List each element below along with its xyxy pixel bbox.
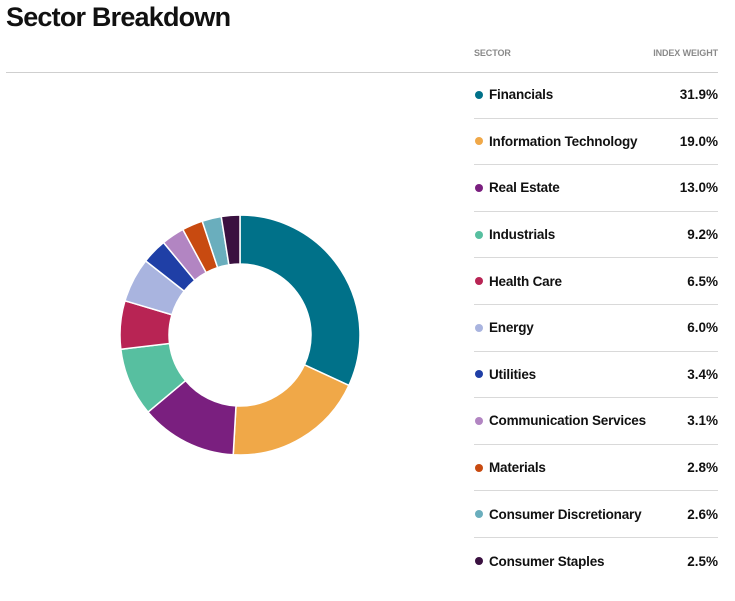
legend-dot <box>475 416 483 425</box>
legend-row-left: Energy <box>474 320 534 335</box>
donut-chart-svg <box>119 214 361 456</box>
legend-value: 2.5% <box>687 553 718 569</box>
legend-row-information-technology: Information Technology 19.0% <box>474 119 718 166</box>
legend-row-left: Utilities <box>474 367 536 382</box>
legend-row-financials: Financials 31.9% <box>474 72 718 119</box>
legend-row-communication-services: Communication Services 3.1% <box>474 398 718 445</box>
slice-information-technology[interactable] <box>232 363 350 456</box>
legend-value: 31.9% <box>679 87 718 103</box>
legend-value: 2.8% <box>687 460 718 476</box>
legend-row-left: Financials <box>474 87 553 102</box>
legend-label: Utilities <box>489 366 536 382</box>
legend-dot <box>475 463 483 472</box>
slice-financials[interactable] <box>239 214 361 387</box>
legend-row-left: Health Care <box>474 274 562 289</box>
legend-value: 6.5% <box>687 273 718 289</box>
legend-dot <box>475 137 483 146</box>
legend-row-left: Industrials <box>474 227 555 242</box>
slice-consumer-staples[interactable] <box>220 214 241 266</box>
legend-value: 2.6% <box>687 506 718 522</box>
legend-row-left: Real Estate <box>474 180 560 195</box>
legend-dot <box>475 230 483 239</box>
legend-header-weight: INDEX WEIGHT <box>653 48 718 58</box>
legend-row-left: Consumer Discretionary <box>474 506 642 522</box>
legend-label: Financials <box>489 87 554 103</box>
legend-dot <box>475 370 483 379</box>
header-divider <box>6 72 718 73</box>
legend-value: 3.1% <box>687 413 718 429</box>
legend-value: 13.0% <box>679 180 718 196</box>
legend-value: 19.0% <box>679 133 718 149</box>
legend-row-energy: Energy 6.0% <box>474 305 718 352</box>
legend-header: SECTOR INDEX WEIGHT <box>474 44 718 62</box>
legend-row-health-care: Health Care 6.5% <box>474 258 718 305</box>
legend-dot <box>475 557 483 566</box>
legend-row-utilities: Utilities 3.4% <box>474 352 718 399</box>
legend-dot <box>475 90 483 99</box>
legend-label: Consumer Discretionary <box>489 506 642 522</box>
legend-dot <box>475 277 483 286</box>
legend-value: 6.0% <box>687 320 718 336</box>
legend-label: Health Care <box>489 273 562 289</box>
legend-label: Materials <box>489 460 546 476</box>
legend-label: Consumer Staples <box>489 553 605 569</box>
legend-value: 3.4% <box>687 366 718 382</box>
sector-legend: SECTOR INDEX WEIGHT Financials 31.9% Infor… <box>474 44 718 585</box>
legend-row-industrials: Industrials 9.2% <box>474 212 718 259</box>
legend-label: Industrials <box>489 227 556 243</box>
legend-dot <box>475 183 483 192</box>
legend-label: Information Technology <box>489 133 638 149</box>
donut-chart <box>100 195 380 475</box>
legend-row-materials: Materials 2.8% <box>474 445 718 492</box>
legend-dot <box>475 323 483 332</box>
legend-row-consumer-discretionary: Consumer Discretionary 2.6% <box>474 491 718 538</box>
legend-dot <box>475 510 483 519</box>
legend-label: Real Estate <box>489 180 560 196</box>
legend-row-left: Communication Services <box>474 413 646 428</box>
legend-row-real-estate: Real Estate 13.0% <box>474 165 718 212</box>
legend-header-sector: SECTOR <box>474 48 511 58</box>
legend-value: 9.2% <box>687 227 718 243</box>
legend-label: Communication Services <box>489 413 646 429</box>
page-title: Sector Breakdown <box>6 2 231 32</box>
legend-row-left: Materials <box>474 460 546 475</box>
legend-row-left: Information Technology <box>474 133 638 149</box>
legend-row-consumer-staples: Consumer Staples 2.5% <box>474 538 718 585</box>
legend-row-left: Consumer Staples <box>474 553 605 569</box>
legend-label: Energy <box>489 320 534 336</box>
legend-list: Financials 31.9% Information Technology 19.… <box>474 72 718 585</box>
